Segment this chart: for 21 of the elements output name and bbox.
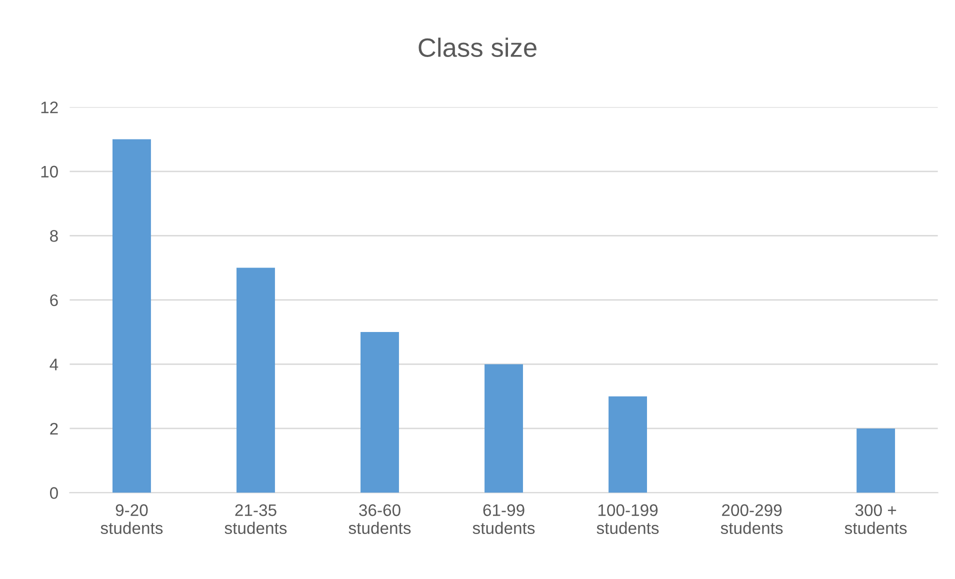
bar xyxy=(360,332,399,493)
y-tick-label: 0 xyxy=(50,487,58,499)
bar xyxy=(484,364,523,493)
chart-title: Class size xyxy=(418,38,536,58)
x-tick-label: 100-199 students xyxy=(596,504,659,534)
bar xyxy=(608,396,647,493)
y-tick-label: 4 xyxy=(50,358,58,370)
y-tick-label: 12 xyxy=(41,102,58,114)
x-tick-label: 300 + students xyxy=(844,504,907,534)
bar xyxy=(112,139,151,493)
x-tick-label: 61-99 students xyxy=(472,504,535,534)
x-tick-label: 36-60 students xyxy=(348,504,411,534)
bar xyxy=(856,428,896,493)
x-tick-label: 200-299 students xyxy=(720,504,783,534)
y-tick-label: 10 xyxy=(41,166,58,178)
y-tick-label: 6 xyxy=(50,294,58,306)
bar xyxy=(236,268,275,493)
x-tick-label: 21-35 students xyxy=(224,504,287,534)
y-tick-label: 8 xyxy=(50,230,58,242)
y-tick-label: 2 xyxy=(50,422,58,434)
x-tick-label: 9-20 students xyxy=(100,504,163,534)
